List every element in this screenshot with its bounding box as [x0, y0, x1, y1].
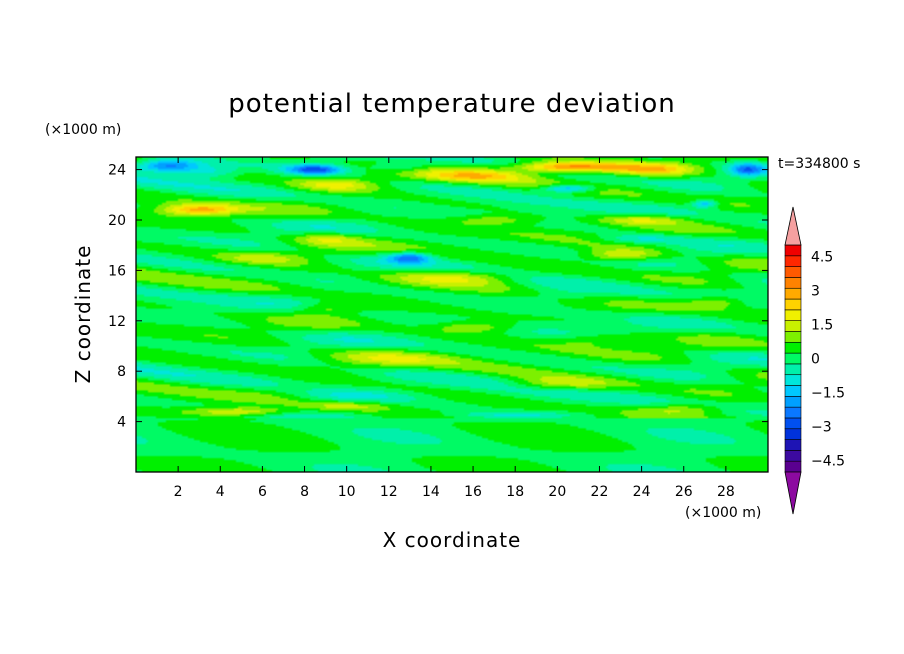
colorbar-segment: [784, 396, 802, 408]
colorbar-label: 0: [811, 352, 820, 368]
colorbar-segment: [784, 406, 802, 419]
colorbar-segment: [784, 266, 802, 278]
colorbar-segment: [784, 385, 802, 397]
y-unit-label: (×1000 m): [45, 122, 121, 138]
x-unit-label: (×1000 m): [685, 505, 761, 521]
y-tick-label: 4: [117, 415, 126, 431]
y-tick-label: 8: [117, 364, 126, 380]
y-tick-label: 20: [108, 213, 126, 229]
colorbar-segment: [784, 460, 802, 473]
chart-title: potential temperature deviation: [228, 89, 675, 119]
colorbar-label: −3: [811, 420, 832, 436]
colorbar-segment: [784, 363, 802, 376]
colorbar-segment: [784, 374, 802, 386]
colorbar-label: −1.5: [811, 386, 845, 402]
x-tick-label: 16: [464, 484, 482, 500]
y-axis: 4 8 12 16 20 24: [108, 163, 768, 431]
colorbar-over-arrow: [784, 206, 802, 246]
heatmap-plot: [135, 156, 769, 473]
colorbar: 4.5 3 1.5 0 −1.5 −3 −4.5: [784, 206, 845, 515]
colorbar-under-arrow: [784, 471, 802, 515]
x-tick-label: 22: [591, 484, 609, 500]
x-tick-label: 8: [300, 484, 309, 500]
x-axis-label: X coordinate: [383, 528, 522, 552]
y-tick-label: 24: [108, 163, 126, 179]
colorbar-segment: [784, 331, 802, 343]
colorbar-label: −4.5: [811, 454, 845, 470]
colorbar-label: 4.5: [811, 249, 833, 265]
x-tick-label: 2: [174, 484, 183, 500]
x-tick-label: 20: [548, 484, 566, 500]
colorbar-segment: [784, 417, 802, 430]
colorbar-segment: [784, 244, 802, 257]
colorbar-label: 1.5: [811, 317, 833, 333]
y-tick-label: 16: [108, 263, 126, 279]
x-tick-label: 10: [338, 484, 356, 500]
colorbar-segment: [784, 298, 802, 311]
colorbar-segment: [784, 320, 802, 332]
time-label: t=334800 s: [778, 156, 860, 172]
x-tick-label: 6: [258, 484, 267, 500]
colorbar-label: 3: [811, 283, 820, 299]
colorbar-segment: [784, 255, 802, 267]
colorbar-segment: [784, 450, 802, 462]
colorbar-segment: [784, 287, 802, 300]
y-tick-label: 12: [108, 314, 126, 330]
colorbar-segment: [784, 277, 802, 289]
colorbar-segment: [784, 428, 802, 440]
colorbar-segment: [784, 352, 802, 365]
heatmap-field: [136, 157, 768, 472]
x-tick-label: 4: [216, 484, 225, 500]
x-tick-label: 14: [422, 484, 440, 500]
x-tick-label: 12: [380, 484, 398, 500]
colorbar-segment: [784, 439, 802, 451]
colorbar-segment: [784, 341, 802, 354]
y-axis-label: Z coordinate: [71, 245, 95, 384]
x-tick-label: 24: [633, 484, 651, 500]
x-tick-label: 28: [717, 484, 735, 500]
x-axis: 2 4 6 8 10 12 14 16 18 20 22 24 26 28: [174, 157, 735, 500]
x-tick-label: 26: [675, 484, 693, 500]
colorbar-segment: [784, 309, 802, 321]
plot-frame: [135, 156, 769, 473]
x-tick-label: 18: [506, 484, 524, 500]
